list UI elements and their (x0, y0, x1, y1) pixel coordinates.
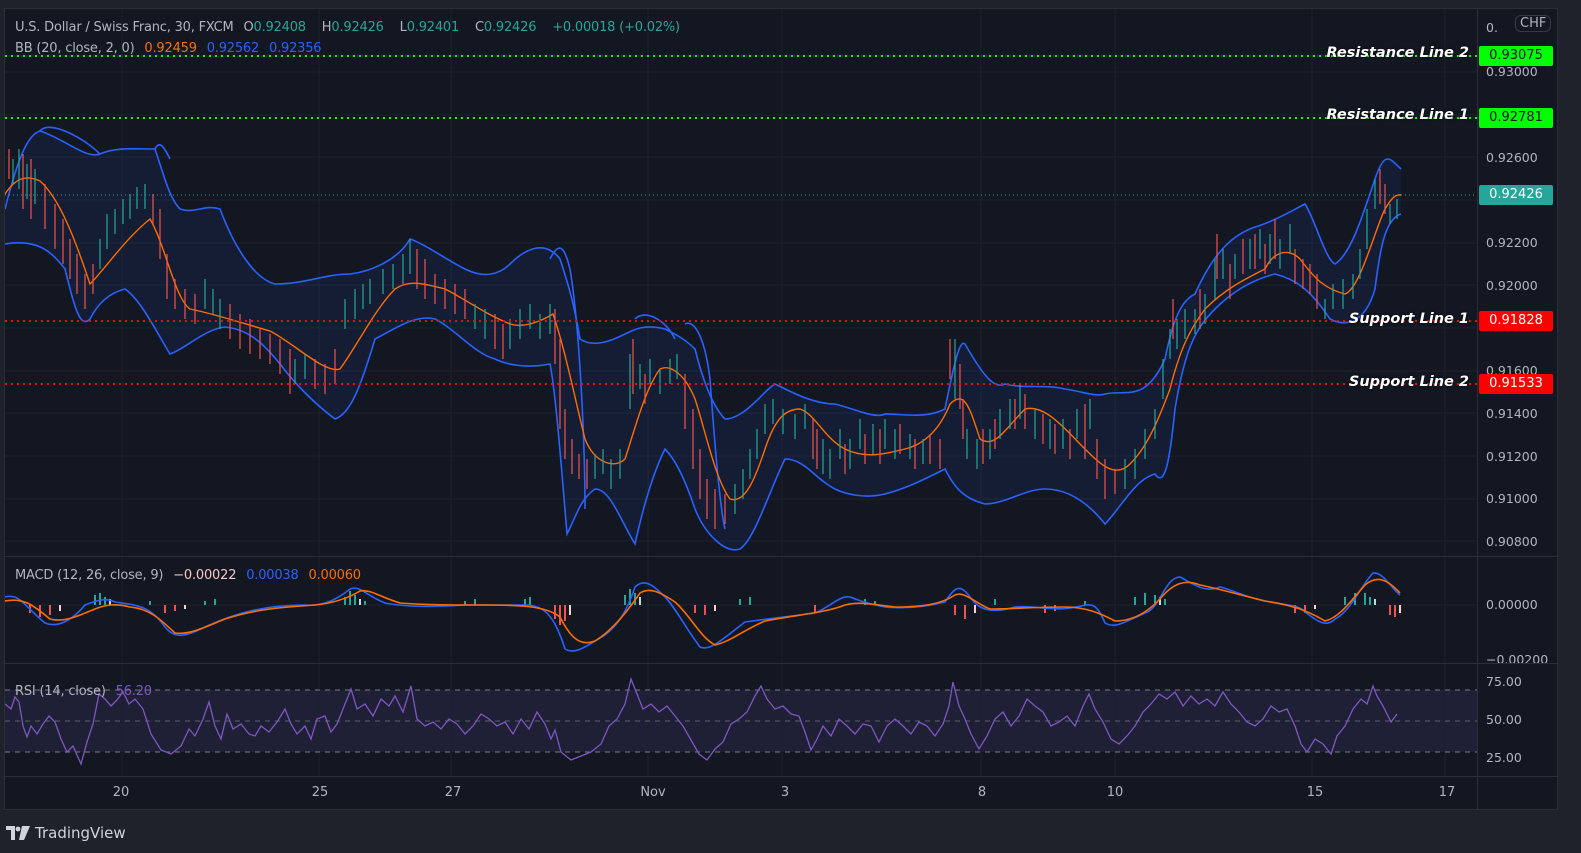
price-tick: 0.91200 (1486, 449, 1538, 464)
bb-fill (5, 131, 1401, 550)
time-tick: 17 (1438, 785, 1456, 800)
signal-line (5, 578, 1401, 646)
tradingview-brand[interactable]: TradingView (6, 824, 126, 842)
currency-prefix: 0. (1486, 20, 1498, 35)
price-plot[interactable] (5, 9, 1477, 556)
time-tick: 8 (977, 785, 987, 800)
symbol-legend[interactable]: U.S. Dollar / Swiss Franc, 30, FXCM O0.9… (15, 20, 686, 35)
price-tick: 0.92200 (1486, 235, 1538, 250)
price-pane[interactable]: U.S. Dollar / Swiss Franc, 30, FXCM O0.9… (5, 9, 1477, 556)
bb-lower-line (5, 213, 1402, 551)
support-line-1-price: 0.91828 (1479, 311, 1553, 331)
ohlc-open: O0.92408 (243, 20, 306, 35)
time-tick: 3 (780, 785, 790, 800)
rsi-axis[interactable]: 75.00 50.00 25.00 (1477, 664, 1559, 776)
price-tick: 0.93000 (1486, 64, 1538, 79)
bb-basis-line (5, 177, 1402, 501)
rsi-line (5, 676, 1398, 766)
time-tick: 27 (444, 785, 462, 800)
support-line-1-label: Support Line 1 (1348, 311, 1469, 327)
resistance-line-1-price: 0.92781 (1479, 108, 1553, 128)
bb-basis-value: 0.92459 (144, 41, 197, 56)
macd-plot[interactable] (5, 557, 1477, 663)
rsi-tick: 25.00 (1486, 750, 1522, 765)
macd-histogram-value: −0.00022 (173, 568, 237, 583)
macd-legend[interactable]: MACD (12, 26, close, 9) −0.00022 0.00038… (15, 568, 367, 583)
time-tick: 20 (112, 785, 130, 800)
time-axis-separator (5, 776, 1559, 777)
rsi-value: 56.20 (115, 684, 152, 699)
time-axis[interactable]: 20 25 27 Nov 3 8 10 15 17 (5, 777, 1477, 810)
resistance-line-1-label: Resistance Line 1 (1326, 107, 1469, 123)
rsi-label: RSI (14, close) (15, 684, 106, 699)
currency-button[interactable]: CHF (1515, 15, 1552, 32)
chart-frame: U.S. Dollar / Swiss Franc, 30, FXCM O0.9… (4, 8, 1559, 810)
support-line-2-label: Support Line 2 (1348, 374, 1469, 390)
brand-name: TradingView (35, 824, 126, 842)
axis-corner (1477, 777, 1559, 810)
bb-label: BB (20, close, 2, 0) (15, 41, 135, 56)
support-line-2-price: 0.91533 (1479, 374, 1553, 394)
macd-signal-value: 0.00060 (308, 568, 362, 583)
rsi-legend[interactable]: RSI (14, close) 56.20 (15, 684, 158, 699)
ohlc-low: L0.92401 (399, 20, 460, 35)
resistance-line-2-label: Resistance Line 2 (1326, 45, 1469, 61)
macd-value: 0.00038 (246, 568, 299, 583)
pane-separator[interactable] (5, 556, 1559, 557)
rsi-pane[interactable]: RSI (14, close) 56.20 (5, 664, 1477, 776)
grid-lines (5, 9, 1477, 556)
rsi-tick: 75.00 (1486, 674, 1522, 689)
time-tick: 15 (1306, 785, 1324, 800)
resistance-line-2-price: 0.93075 (1479, 46, 1553, 66)
price-change: +0.00018 (+0.02%) (552, 20, 680, 35)
time-tick: Nov (640, 785, 666, 800)
price-tick: 0.91000 (1486, 491, 1538, 506)
ohlc-high: H0.92426 (321, 20, 384, 35)
candlesticks (8, 149, 1398, 529)
rsi-tick: 50.00 (1486, 712, 1522, 727)
rsi-plot[interactable] (5, 664, 1477, 776)
price-tick: 0.90800 (1486, 534, 1538, 549)
macd-tick: −0.00200 (1486, 652, 1549, 663)
ohlc-close: C0.92426 (475, 20, 537, 35)
macd-line (5, 572, 1401, 652)
rsi-band (5, 690, 1477, 752)
price-axis[interactable]: 0. CHF 0.93000 0.92600 0.92200 0.92000 0… (1477, 9, 1559, 556)
macd-pane[interactable]: MACD (12, 26, close, 9) −0.00022 0.00038… (5, 557, 1477, 663)
macd-axis[interactable]: 0.00000 −0.00200 (1477, 557, 1559, 663)
bb-legend[interactable]: BB (20, close, 2, 0) 0.92459 0.92562 0.9… (15, 41, 327, 56)
macd-label: MACD (12, 26, close, 9) (15, 568, 164, 583)
pane-separator[interactable] (5, 663, 1559, 664)
price-tick: 0.92600 (1486, 150, 1538, 165)
macd-tick: 0.00000 (1486, 597, 1538, 612)
price-tick: 0.92000 (1486, 278, 1538, 293)
bb-upper-value: 0.92562 (206, 41, 260, 56)
bb-lower-value: 0.92356 (269, 41, 322, 56)
time-tick: 10 (1106, 785, 1124, 800)
current-price-tag: 0.92426 (1479, 185, 1553, 205)
symbol-title: U.S. Dollar / Swiss Franc, 30, FXCM (15, 20, 234, 35)
macd-histogram (29, 589, 1401, 625)
price-tick: 0.91400 (1486, 406, 1538, 421)
tradingview-logo-icon (6, 826, 30, 840)
time-tick: 25 (311, 785, 329, 800)
